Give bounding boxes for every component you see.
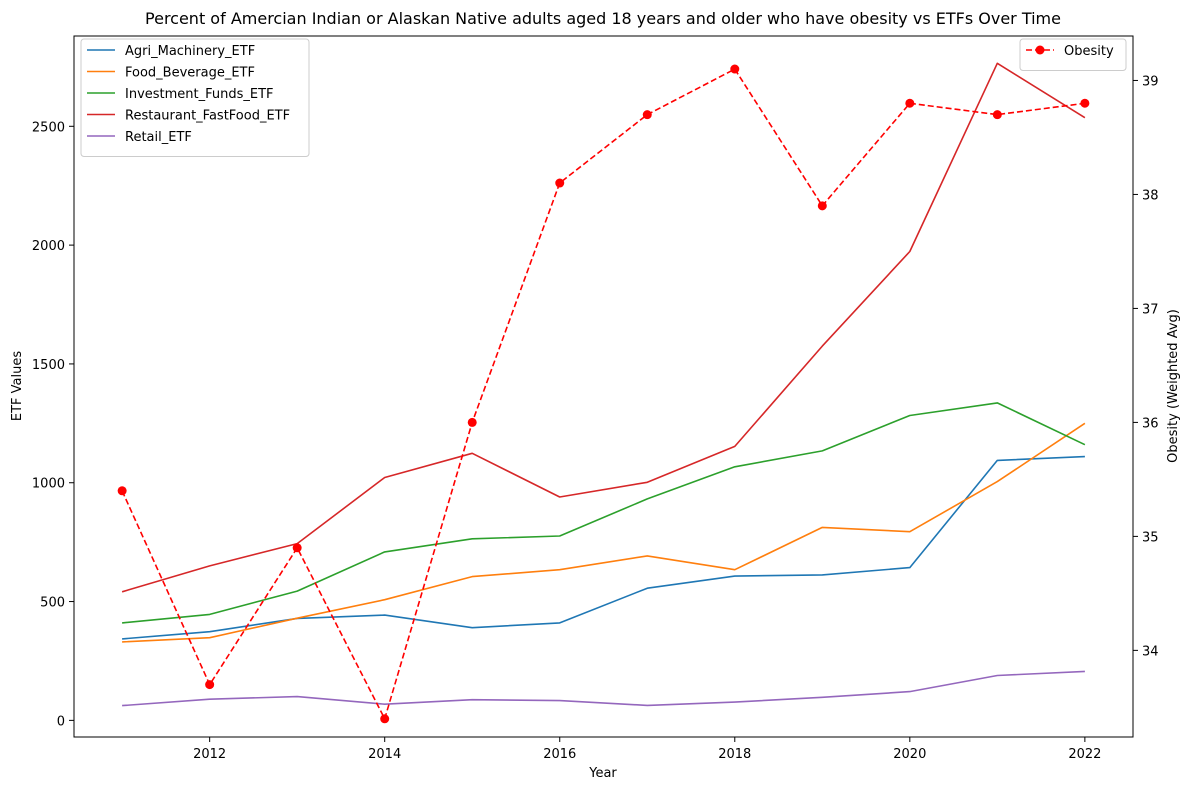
x-axis-label: Year xyxy=(588,766,617,781)
legend-left: Agri_Machinery_ETF Food_Beverage_ETF Inves… xyxy=(80,38,310,157)
y-axis-right: 34 35 36 37 38 39 xyxy=(1133,74,1159,659)
plot-area-frame xyxy=(73,35,1134,738)
series-line-food-beverage-etf xyxy=(122,422,1086,643)
y-tick-label: 500 xyxy=(40,596,65,611)
legend-label-obesity: Obesity xyxy=(1064,44,1114,59)
data-point-obesity xyxy=(817,201,827,211)
x-tick-label: 2018 xyxy=(718,747,751,762)
data-point-obesity xyxy=(292,543,302,553)
legend-right: Obesity xyxy=(1019,38,1127,71)
series-line-investment-funds-etf xyxy=(122,402,1086,624)
legend-label-agri-machinery-etf: Agri_Machinery_ETF xyxy=(125,44,255,59)
legend-box xyxy=(80,38,310,157)
y2-tick-label: 38 xyxy=(1142,188,1159,203)
x-tick-label: 2016 xyxy=(543,747,576,762)
y-tick-label: 1500 xyxy=(32,358,65,373)
x-tick-label: 2022 xyxy=(1068,747,1101,762)
data-point-obesity xyxy=(642,110,652,120)
data-point-obesity xyxy=(992,110,1002,120)
y2-tick-label: 36 xyxy=(1142,416,1159,431)
y-axis-label: ETF Values xyxy=(10,351,25,421)
legend-label-food-beverage-etf: Food_Beverage_ETF xyxy=(125,66,255,81)
y2-tick-label: 39 xyxy=(1142,74,1159,89)
series-line-obesity xyxy=(121,68,1086,720)
data-point-obesity xyxy=(205,680,215,690)
data-point-obesity xyxy=(730,64,740,74)
series-line-agri-machinery-etf xyxy=(122,455,1085,640)
series-line-retail-etf xyxy=(122,670,1085,707)
y2-axis-label: Obesity (Weighted Avg) xyxy=(1166,309,1181,463)
y-axis-left: 0 500 1000 1500 2000 2500 xyxy=(32,120,74,729)
data-point-obesity xyxy=(380,714,390,724)
series-line-restaurant-fastfood-etf xyxy=(121,62,1086,593)
x-tick-label: 2012 xyxy=(193,747,226,762)
y2-tick-label: 34 xyxy=(1142,644,1159,659)
y-tick-label: 1000 xyxy=(32,477,65,492)
data-point-obesity xyxy=(117,486,127,496)
data-point-obesity xyxy=(905,98,915,108)
y2-tick-label: 35 xyxy=(1142,530,1159,545)
data-point-obesity xyxy=(555,178,565,188)
legend-label-retail-etf: Retail_ETF xyxy=(125,130,192,145)
chart-title: Percent of Amercian Indian or Alaskan Na… xyxy=(145,9,1061,28)
y2-tick-label: 37 xyxy=(1142,302,1159,317)
x-tick-label: 2020 xyxy=(893,747,926,762)
x-axis: 2012 2014 2016 2018 2020 2022 xyxy=(193,737,1101,762)
data-point-obesity xyxy=(467,417,477,427)
y-tick-label: 0 xyxy=(57,714,65,729)
y-tick-label: 2500 xyxy=(32,120,65,135)
legend-box xyxy=(1019,38,1127,71)
legend-label-investment-funds-etf: Investment_Funds_ETF xyxy=(125,87,274,102)
lines-layer xyxy=(117,62,1090,724)
x-tick-label: 2014 xyxy=(368,747,401,762)
data-point-obesity xyxy=(1080,98,1090,108)
legend-marker-obesity xyxy=(1035,45,1045,55)
y-tick-label: 2000 xyxy=(32,239,65,254)
legend-label-restaurant-fastfood-etf: Restaurant_FastFood_ETF xyxy=(125,109,290,124)
